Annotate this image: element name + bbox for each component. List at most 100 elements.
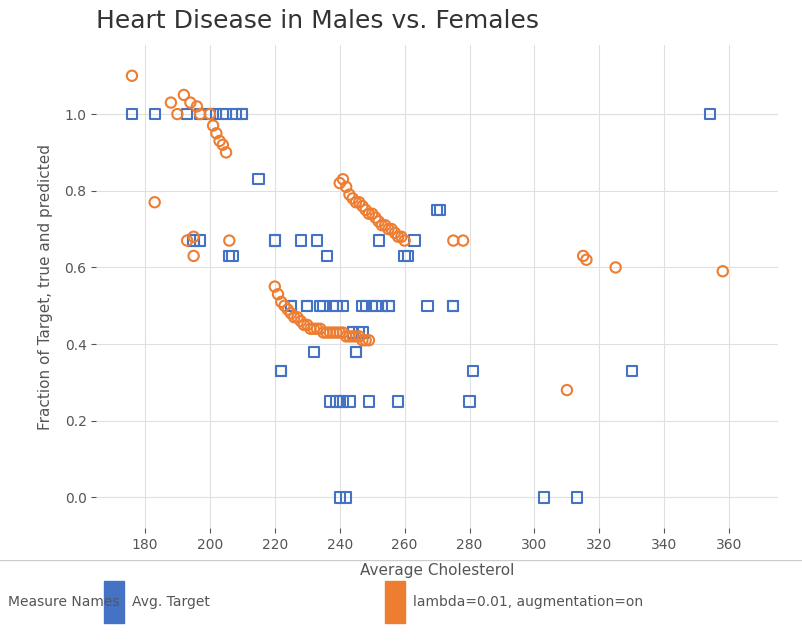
lambda=0.01, augmentation=on — [298, 320, 310, 330]
lambda=0.01, augmentation=on — [334, 178, 346, 188]
lambda=0.01, augmentation=on — [350, 197, 363, 207]
Text: lambda=0.01, augmentation=on: lambda=0.01, augmentation=on — [413, 595, 643, 609]
Avg. Target — [269, 236, 282, 246]
Avg. Target — [391, 397, 404, 407]
lambda=0.01, augmentation=on — [177, 90, 190, 100]
Avg. Target — [538, 492, 551, 502]
Avg. Target — [236, 109, 249, 119]
Avg. Target — [187, 236, 200, 246]
Avg. Target — [223, 251, 236, 261]
lambda=0.01, augmentation=on — [343, 331, 356, 341]
lambda=0.01, augmentation=on — [359, 205, 372, 215]
lambda=0.01, augmentation=on — [356, 335, 369, 345]
Avg. Target — [359, 301, 372, 311]
Avg. Target — [320, 251, 333, 261]
lambda=0.01, augmentation=on — [577, 251, 589, 261]
FancyBboxPatch shape — [385, 581, 405, 623]
Avg. Target — [285, 301, 298, 311]
lambda=0.01, augmentation=on — [561, 385, 573, 395]
Avg. Target — [434, 205, 447, 215]
lambda=0.01, augmentation=on — [184, 97, 196, 108]
lambda=0.01, augmentation=on — [272, 289, 285, 299]
lambda=0.01, augmentation=on — [363, 335, 375, 345]
Avg. Target — [194, 236, 207, 246]
Avg. Target — [148, 109, 161, 119]
Avg. Target — [408, 236, 421, 246]
Avg. Target — [226, 251, 239, 261]
lambda=0.01, augmentation=on — [301, 320, 314, 330]
Avg. Target — [275, 366, 288, 376]
Avg. Target — [369, 301, 382, 311]
X-axis label: Average Cholesterol: Average Cholesterol — [360, 563, 514, 578]
Avg. Target — [467, 366, 480, 376]
Avg. Target — [187, 236, 200, 246]
lambda=0.01, augmentation=on — [346, 193, 359, 204]
Avg. Target — [294, 236, 307, 246]
lambda=0.01, augmentation=on — [304, 323, 317, 334]
Avg. Target — [229, 109, 242, 119]
Avg. Target — [350, 346, 363, 357]
lambda=0.01, augmentation=on — [223, 236, 236, 246]
lambda=0.01, augmentation=on — [346, 331, 359, 341]
Avg. Target — [314, 301, 326, 311]
lambda=0.01, augmentation=on — [317, 327, 330, 337]
lambda=0.01, augmentation=on — [291, 312, 304, 323]
Avg. Target — [363, 397, 375, 407]
Avg. Target — [375, 301, 388, 311]
Avg. Target — [220, 109, 233, 119]
lambda=0.01, augmentation=on — [356, 201, 369, 211]
Avg. Target — [350, 346, 363, 357]
lambda=0.01, augmentation=on — [375, 220, 388, 231]
Avg. Target — [326, 301, 339, 311]
lambda=0.01, augmentation=on — [269, 281, 282, 292]
lambda=0.01, augmentation=on — [207, 120, 220, 131]
lambda=0.01, augmentation=on — [369, 213, 382, 223]
lambda=0.01, augmentation=on — [288, 312, 301, 323]
Avg. Target — [285, 301, 298, 311]
Avg. Target — [366, 301, 379, 311]
Text: Heart Disease in Males vs. Females: Heart Disease in Males vs. Females — [96, 10, 539, 33]
lambda=0.01, augmentation=on — [282, 305, 294, 315]
Avg. Target — [447, 301, 460, 311]
lambda=0.01, augmentation=on — [353, 331, 366, 341]
lambda=0.01, augmentation=on — [350, 331, 363, 341]
lambda=0.01, augmentation=on — [171, 109, 184, 119]
Avg. Target — [402, 251, 415, 261]
lambda=0.01, augmentation=on — [343, 189, 356, 200]
lambda=0.01, augmentation=on — [353, 197, 366, 207]
Avg. Target — [236, 109, 249, 119]
Avg. Target — [317, 301, 330, 311]
Avg. Target — [301, 301, 314, 311]
Avg. Target — [204, 109, 217, 119]
lambda=0.01, augmentation=on — [340, 182, 353, 192]
lambda=0.01, augmentation=on — [126, 71, 139, 81]
lambda=0.01, augmentation=on — [385, 224, 398, 234]
lambda=0.01, augmentation=on — [148, 197, 161, 207]
Avg. Target — [356, 327, 369, 337]
Avg. Target — [356, 301, 369, 311]
lambda=0.01, augmentation=on — [340, 331, 353, 341]
lambda=0.01, augmentation=on — [307, 323, 320, 334]
Avg. Target — [337, 301, 350, 311]
Avg. Target — [204, 109, 217, 119]
Avg. Target — [334, 397, 346, 407]
Avg. Target — [346, 327, 359, 337]
lambda=0.01, augmentation=on — [217, 140, 229, 150]
Avg. Target — [252, 174, 265, 184]
Avg. Target — [194, 109, 207, 119]
lambda=0.01, augmentation=on — [610, 262, 622, 272]
Avg. Target — [323, 397, 336, 407]
Avg. Target — [269, 236, 282, 246]
lambda=0.01, augmentation=on — [204, 109, 217, 119]
lambda=0.01, augmentation=on — [379, 220, 391, 231]
lambda=0.01, augmentation=on — [391, 232, 404, 242]
Avg. Target — [463, 397, 476, 407]
Text: Measure Names: Measure Names — [8, 595, 119, 609]
Avg. Target — [570, 492, 583, 502]
lambda=0.01, augmentation=on — [716, 266, 729, 276]
Avg. Target — [626, 366, 638, 376]
lambda=0.01, augmentation=on — [314, 323, 326, 334]
Avg. Target — [301, 301, 314, 311]
lambda=0.01, augmentation=on — [187, 251, 200, 261]
Avg. Target — [399, 251, 411, 261]
